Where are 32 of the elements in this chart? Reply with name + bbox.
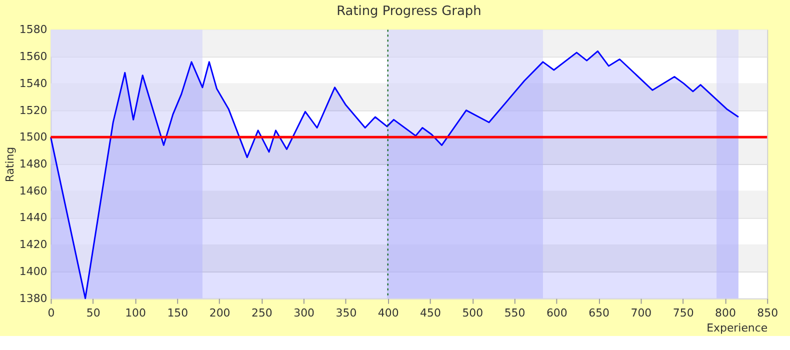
y-tick-label: 1440 [19,211,48,224]
y-tick-label: 1560 [19,50,48,64]
x-tick-label: 0 [48,306,55,320]
x-tick-label: 750 [672,306,694,320]
y-tick-label: 1460 [19,184,48,198]
x-tick-label: 600 [546,306,568,320]
y-tick-label: 1540 [19,76,48,90]
y-tick-label: 1500 [19,130,48,144]
x-tick-label: 800 [715,306,736,320]
y-tick-label: 1480 [19,158,48,171]
x-tick-label: 650 [588,306,610,320]
x-tick-label: 350 [336,306,357,320]
x-tick-label: 700 [630,306,652,320]
chart-title: Rating Progress Graph [336,4,482,19]
x-tick-label: 550 [504,306,526,320]
y-tick-label: 1580 [19,23,48,36]
x-tick-label: 850 [757,306,778,320]
x-tick-label: 400 [378,306,399,320]
x-tick-label: 250 [251,306,272,320]
x-axis-title: Experience [706,322,768,335]
x-tick-label: 200 [209,306,230,320]
y-tick-label: 1400 [19,264,48,278]
y-tick-label: 1380 [19,292,48,305]
x-tick-label: 300 [294,306,315,320]
x-tick-label: 450 [420,306,441,320]
x-tick-label: 100 [125,306,146,320]
x-tick-label: 150 [167,306,188,320]
x-tick-label: 50 [86,306,100,320]
y-tick-label: 1420 [19,238,48,252]
y-axis-title: Rating [3,146,16,182]
x-tick-label: 500 [462,306,484,320]
y-tick-label: 1520 [19,104,48,117]
